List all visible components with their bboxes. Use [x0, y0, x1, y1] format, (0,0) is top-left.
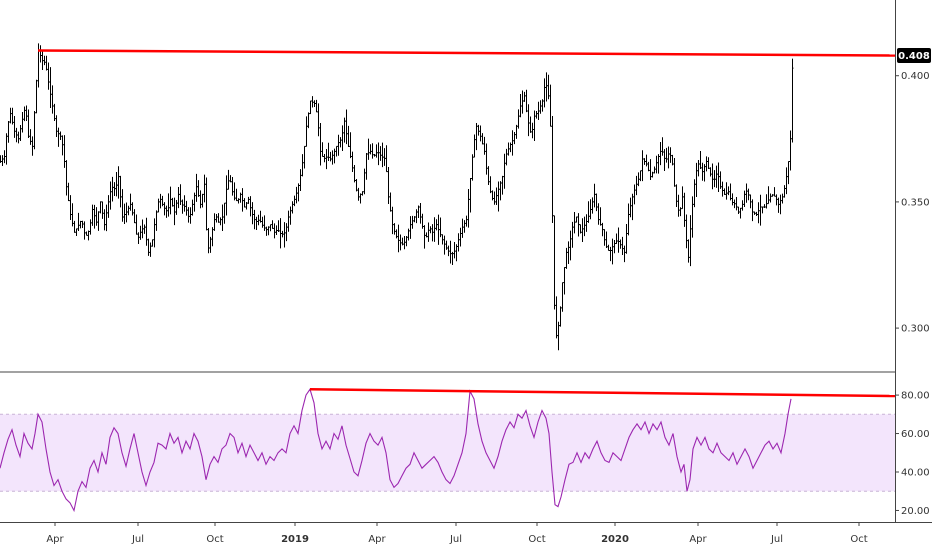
oscillator-band-layer: [0, 413, 895, 492]
time-tick-label: Jul: [770, 534, 783, 545]
price-tick-label: 0.350: [901, 197, 930, 208]
time-tick-label: Jul: [449, 534, 462, 545]
price-trendline: [37, 49, 896, 57]
trendline-layer: [37, 49, 896, 398]
oscillator-band: [0, 414, 895, 492]
oscillator-tick-label: 60.00: [901, 429, 930, 440]
time-tick-label: 2019: [281, 534, 309, 545]
time-tick-label: Apr: [46, 534, 64, 545]
time-tick-label: Oct: [528, 534, 545, 545]
oscillator-line: [0, 388, 792, 513]
last-price-badge: [897, 48, 931, 63]
last-price-marker: 0.408: [897, 48, 931, 63]
oscillator-axis-ticks: 20.00 40.00 60.00 80.00: [895, 391, 930, 517]
price-tick-label: 0.300: [901, 324, 930, 335]
price-tick-label: 0.400: [901, 71, 930, 82]
oscillator-trendline: [309, 388, 896, 398]
time-tick-label: 2020: [601, 534, 629, 545]
price-bars-layer: [0, 43, 794, 351]
time-axis-ticks: Apr Jul Oct 2019 Apr Jul Oct 2020 Apr Jul Oct: [46, 522, 868, 545]
oscillator-tick-label: 20.00: [901, 506, 930, 517]
time-tick-label: Oct: [206, 534, 223, 545]
oscillator-tick-label: 40.00: [901, 468, 930, 479]
oscillator-tick-label: 80.00: [901, 391, 930, 402]
last-price-label: 0.408: [898, 51, 930, 62]
price-axis-ticks: 0.300 0.350 0.400: [895, 71, 930, 335]
time-tick-label: Oct: [850, 534, 867, 545]
oscillator-line-layer: [0, 388, 792, 513]
time-tick-label: Apr: [368, 534, 386, 545]
time-tick-label: Apr: [689, 534, 707, 545]
time-tick-label: Jul: [131, 534, 144, 545]
